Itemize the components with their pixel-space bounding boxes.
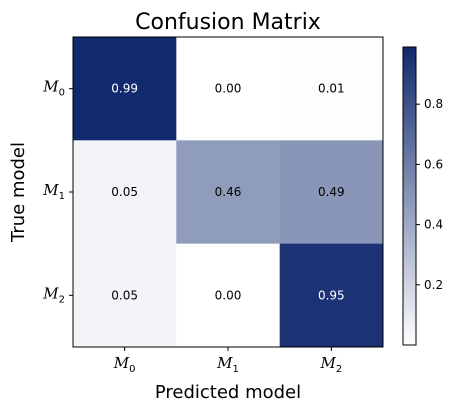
heatmap-value-r2-c0: 0.05 <box>111 288 138 302</box>
colorbar-tick-label: 0.4 <box>424 218 443 232</box>
heatmap-cell-r0-c1 <box>176 37 281 141</box>
heatmap-value-r1-c2: 0.49 <box>318 185 345 199</box>
heatmap-cells <box>73 37 384 348</box>
colorbar-ticks: 0.2 0.4 0.6 0.8 <box>416 97 443 292</box>
x-axis-label: Predicted model <box>155 382 301 403</box>
chart-title: Confusion Matrix <box>135 10 321 35</box>
y-axis-ticks: M0 M1 M2 <box>42 78 73 305</box>
x-tick-label: M1 <box>216 354 239 375</box>
heatmap-value-r0-c0: 0.99 <box>111 82 138 96</box>
heatmap-cell-r0-c2 <box>279 37 384 141</box>
heatmap-value-r0-c2: 0.01 <box>318 82 345 96</box>
colorbar-tick-label: 0.8 <box>424 97 443 111</box>
heatmap-value-r2-c1: 0.00 <box>215 288 242 302</box>
colorbar-tick-label: 0.6 <box>424 157 443 171</box>
y-tick-label: M2 <box>42 284 65 305</box>
y-tick-label: M0 <box>42 78 65 99</box>
heatmap-cell-r2-c2 <box>279 243 384 348</box>
colorbar <box>402 46 417 346</box>
y-axis-label: True model <box>8 142 29 243</box>
colorbar-tick-label: 0.2 <box>424 278 443 292</box>
heatmap-cell-r2-c1 <box>176 243 281 348</box>
x-tick-label: M2 <box>319 354 342 375</box>
heatmap-value-r0-c1: 0.00 <box>215 82 242 96</box>
heatmap-cell-r2-c0 <box>73 243 177 348</box>
y-tick-label: M1 <box>42 181 65 202</box>
x-tick-label: M0 <box>113 354 136 375</box>
heatmap-cell-r0-c0 <box>73 37 177 141</box>
heatmap-cell-r1-c1 <box>176 140 281 245</box>
heatmap-value-r2-c2: 0.95 <box>318 288 345 302</box>
heatmap-cell-r1-c2 <box>279 140 384 245</box>
x-axis-ticks: M0 M1 M2 <box>113 347 342 375</box>
heatmap-value-labels: 0.99 0.00 0.01 0.05 0.46 0.49 0.05 0.00 0.95 <box>111 82 344 303</box>
heatmap-value-r1-c0: 0.05 <box>111 185 138 199</box>
heatmap-value-r1-c1: 0.46 <box>215 185 242 199</box>
heatmap-cell-r1-c0 <box>73 140 177 245</box>
